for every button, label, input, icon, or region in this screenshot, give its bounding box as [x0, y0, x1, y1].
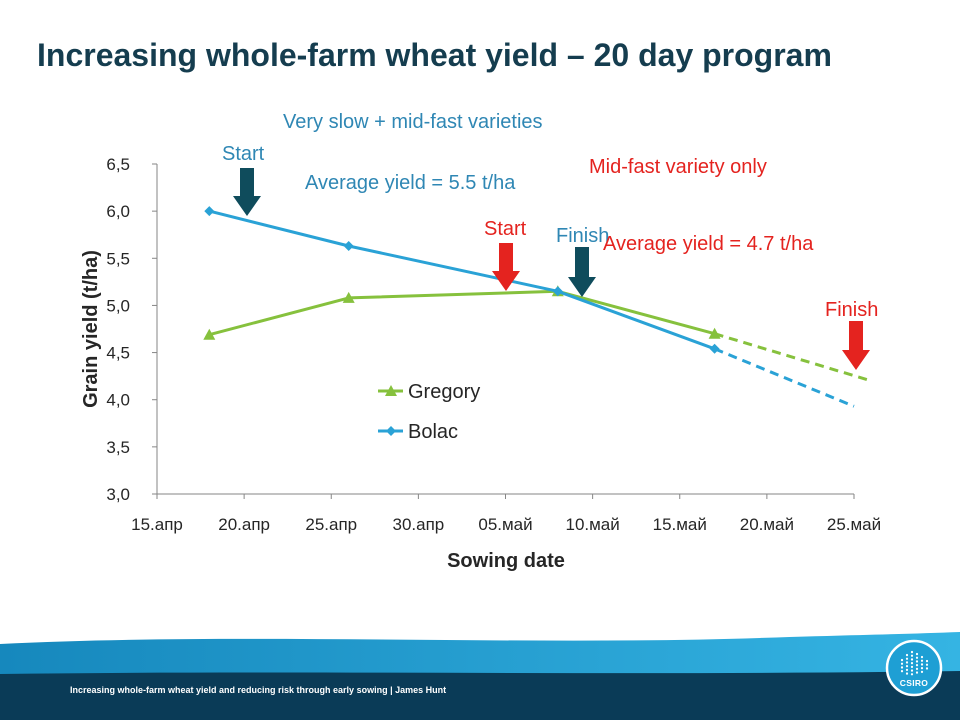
bolac-data-point — [204, 206, 215, 217]
x-tick-label: 25.май — [827, 515, 881, 534]
gregory-data-point — [342, 291, 355, 303]
x-tick-label: 30.апр — [393, 515, 445, 534]
y-tick-label: 3,5 — [106, 438, 130, 457]
logo-circle — [885, 639, 943, 697]
x-tick-label: 25.апр — [305, 515, 357, 534]
single-variety-finish-arrow-icon — [842, 321, 870, 370]
y-tick-label: 6,0 — [106, 202, 130, 221]
gregory-projection-line — [714, 332, 872, 383]
y-tick-label: 6,5 — [106, 155, 130, 174]
chart-legend: Gregory Bolac — [378, 381, 480, 443]
two-variety-heading: Very slow + mid-fast varieties — [283, 111, 543, 133]
y-tick-label: 4,0 — [106, 391, 130, 410]
single-variety-annotations: Mid-fast variety only Start Average yiel… — [484, 156, 878, 370]
csiro-logo: CSIRO — [885, 639, 943, 697]
footer-text: Increasing whole-farm wheat yield and re… — [70, 685, 446, 695]
single-variety-start-label: Start — [484, 218, 527, 240]
legend-item-gregory: Gregory — [378, 381, 480, 403]
two-variety-start-label: Start — [222, 143, 265, 165]
footer: Increasing whole-farm wheat yield and re… — [0, 632, 960, 720]
x-axis-title: Sowing date — [447, 550, 565, 572]
y-tick-label: 5,5 — [106, 249, 130, 268]
two-variety-average-label: Average yield = 5.5 t/ha — [305, 172, 516, 194]
bolac-series-line — [208, 209, 716, 351]
line-chart: 3,0 3,5 4,0 4,5 5,0 5,5 6,0 6,5 15.апр 20.апр 25.а… — [80, 155, 881, 572]
two-variety-start-arrow-icon — [233, 168, 261, 216]
chart-marks: 3,0 3,5 4,0 4,5 5,0 5,5 6,0 6,5 15.апр 20.апр 25.а… — [106, 155, 881, 534]
two-variety-annotations: Very slow + mid-fast varieties Start Ave… — [222, 111, 609, 297]
x-tick-label: 20.апр — [218, 515, 270, 534]
bolac-data-point — [343, 241, 354, 251]
x-tick-label: 20.май — [740, 515, 794, 534]
legend-label-bolac: Bolac — [408, 421, 458, 443]
legend-marker-gregory — [385, 385, 397, 396]
single-variety-start-arrow-icon — [492, 243, 520, 291]
two-variety-finish-label: Finish — [556, 225, 609, 247]
single-variety-heading: Mid-fast variety only — [589, 156, 767, 178]
y-tick-label: 5,0 — [106, 296, 130, 315]
logo-text: CSIRO — [900, 678, 929, 688]
y-axis-title: Grain yield (t/ha) — [80, 250, 102, 408]
two-variety-finish-arrow-icon — [568, 247, 596, 297]
x-tick-label: 10.май — [565, 515, 619, 534]
legend-marker-bolac — [386, 426, 396, 436]
x-tick-label: 05.май — [478, 515, 532, 534]
single-variety-average-label: Average yield = 4.7 t/ha — [603, 233, 814, 255]
y-tick-label: 3,0 — [106, 485, 130, 504]
logo-dots-icon — [900, 650, 929, 677]
x-tick-label: 15.апр — [131, 515, 183, 534]
bolac-data-point — [709, 343, 720, 354]
bolac-data-point — [552, 286, 563, 297]
footer-band-dark — [0, 671, 960, 720]
x-tick-label: 15.май — [653, 515, 707, 534]
y-tick-label: 4,5 — [106, 344, 130, 363]
single-variety-finish-label: Finish — [825, 299, 878, 321]
legend-item-bolac: Bolac — [378, 421, 458, 443]
slide-title: Increasing whole-farm wheat yield – 20 d… — [37, 37, 832, 73]
gregory-data-point — [203, 328, 216, 340]
bolac-projection-line — [714, 347, 855, 408]
legend-label-gregory: Gregory — [408, 381, 480, 403]
gregory-series-line — [208, 289, 715, 337]
gregory-data-point — [708, 327, 721, 339]
